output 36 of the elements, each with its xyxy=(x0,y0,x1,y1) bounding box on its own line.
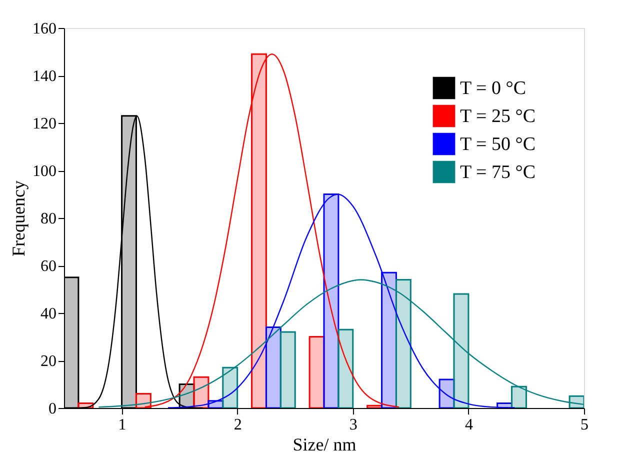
bar xyxy=(222,366,238,408)
y-tick-label: 140 xyxy=(32,68,56,85)
y-tick-label: 60 xyxy=(40,258,56,275)
bar xyxy=(135,393,152,408)
y-tick-label: 40 xyxy=(40,306,56,322)
legend-label: T = 25 °C xyxy=(460,106,536,127)
legend-label: T = 50 °C xyxy=(460,134,536,155)
line-series xyxy=(167,194,516,408)
bar xyxy=(511,386,527,408)
y-tick-label: 120 xyxy=(32,116,56,132)
line-series xyxy=(98,279,584,408)
bar xyxy=(251,53,267,408)
legend-label: T = 0 °C xyxy=(460,78,526,99)
bar xyxy=(366,404,383,408)
bar xyxy=(121,115,137,408)
y-axis-title: Frequency xyxy=(8,180,28,256)
x-tick-label: 2 xyxy=(234,416,242,434)
y-tick-label: 100 xyxy=(32,163,56,180)
bar xyxy=(308,336,325,408)
bar xyxy=(395,279,412,408)
x-tick-label: 1 xyxy=(118,416,126,434)
x-tick-label: 4 xyxy=(464,416,473,434)
x-tick-label: 3 xyxy=(349,416,358,434)
x-tick-label: 5 xyxy=(580,416,588,434)
y-tick-label: 160 xyxy=(32,20,56,38)
y-tick-label: 80 xyxy=(40,210,56,228)
line-series xyxy=(144,54,400,408)
bar xyxy=(338,328,354,408)
bar xyxy=(64,276,80,408)
bar xyxy=(280,331,296,408)
bar xyxy=(323,194,340,408)
bar xyxy=(453,293,470,408)
y-tick-label: 20 xyxy=(40,353,56,370)
x-axis-title: Size/ nm xyxy=(292,434,356,454)
y-tick-label: 0 xyxy=(48,400,56,418)
legend-label: T = 75 °C xyxy=(460,162,536,183)
